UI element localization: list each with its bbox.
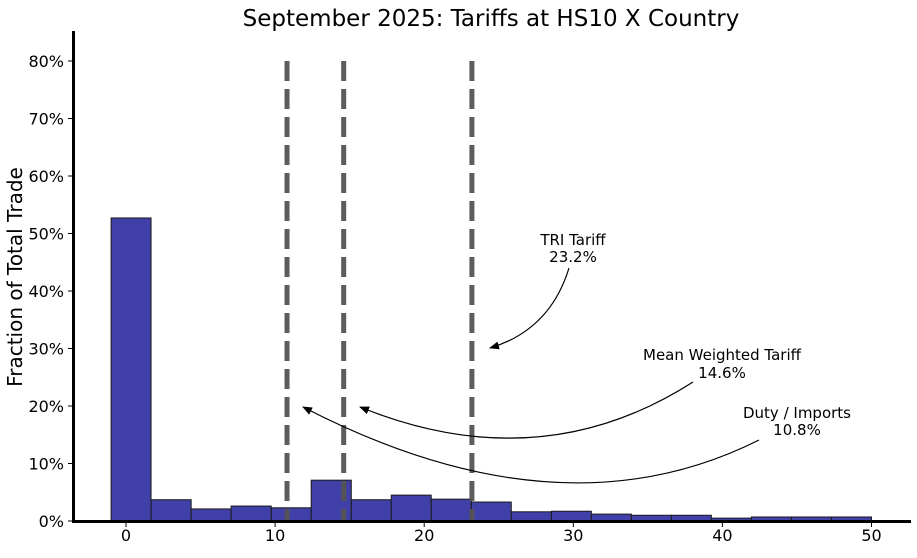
x-tick-label: 40 [712,526,732,545]
x-tick-label: 0 [121,526,131,545]
histogram-bars [110,217,872,522]
chart-title: September 2025: Tariffs at HS10 X Countr… [243,6,740,32]
tri-tariff-arrow [489,267,570,350]
mean-weighted-tariff-label: Mean Weighted Tariff [643,346,802,364]
y-tick-label: 10% [28,455,64,474]
histogram-bar [390,494,432,522]
y-axis-label: Fraction of Total Trade [3,167,27,387]
reference-lines [284,61,475,521]
y-tick-label: 70% [28,110,64,129]
y-tick-label: 30% [28,340,64,359]
histogram-bar [510,511,552,522]
duty-imports-value: 10.8% [773,421,821,439]
histogram-bar [350,499,392,522]
histogram-bar [590,513,632,522]
x-tick-label: 50 [861,526,881,545]
mean-weighted-tariff-value: 14.6% [698,364,746,382]
x-tick-label: 10 [265,526,285,545]
tri-tariff-label: TRI Tariff [539,231,606,249]
y-tick-label: 50% [28,225,64,244]
y-axis-ticks: 0% 10% 20% 30% 40% 50% 60% 70% 80% [28,52,73,531]
tri-tariff-value: 23.2% [549,248,597,266]
histogram-bar [270,507,312,522]
x-tick-label: 20 [414,526,434,545]
y-tick-label: 40% [28,282,64,301]
y-tick-label: 60% [28,167,64,186]
histogram-bar [190,508,232,522]
x-axis-ticks: 0 10 20 30 40 50 [121,521,882,545]
x-tick-label: 30 [563,526,583,545]
duty-imports-label: Duty / Imports [743,404,851,422]
histogram-bar [550,510,592,522]
histogram-bar [150,499,192,522]
duty-imports-arrow [302,406,760,484]
mean-weighted-tariff-arrow [359,381,694,439]
histogram-bar [110,217,152,522]
histogram-bar [430,498,472,522]
y-tick-label: 20% [28,397,64,416]
y-tick-label: 80% [28,52,64,71]
histogram-bar [470,501,512,522]
y-tick-label: 0% [39,512,64,531]
histogram-bar [230,505,272,522]
